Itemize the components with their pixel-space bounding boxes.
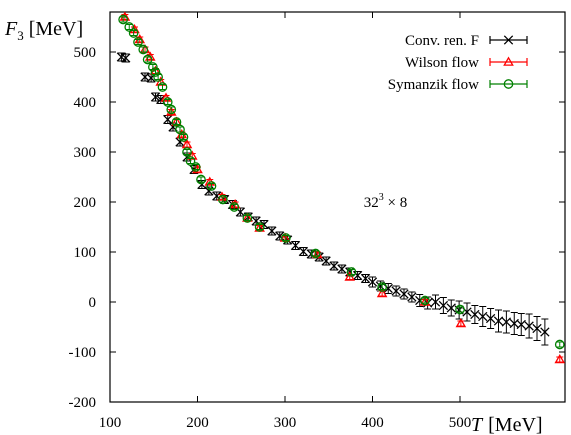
legend-symbol-symanzik xyxy=(489,79,528,89)
x-tick-label: 100 xyxy=(99,415,122,431)
data-point xyxy=(516,313,526,336)
data-point xyxy=(190,162,201,172)
data-point xyxy=(321,256,331,266)
plot-frame xyxy=(109,11,566,403)
tick-marks xyxy=(109,12,565,403)
data-point xyxy=(229,202,240,212)
y-axis-subscript: 3 xyxy=(17,28,24,43)
data-point xyxy=(478,306,488,327)
data-point xyxy=(540,318,550,346)
data-point xyxy=(554,353,566,364)
data-point xyxy=(455,317,467,328)
data-point xyxy=(337,264,347,274)
data-point xyxy=(493,309,504,333)
data-point xyxy=(290,240,301,251)
y-axis-unit: [MeV] xyxy=(29,18,83,40)
legend: Conv. ren. F Wilson flow Symanzik flow xyxy=(388,33,528,93)
data-point xyxy=(399,288,409,300)
data-point xyxy=(178,132,189,142)
y-axis-symbol: F xyxy=(4,18,18,40)
data-point xyxy=(298,246,309,257)
y-tick-label: 400 xyxy=(74,95,97,111)
y-tick-label: 100 xyxy=(74,245,97,261)
data-point xyxy=(119,11,131,21)
data-point xyxy=(346,267,357,277)
x-tick-label: 300 xyxy=(274,415,297,431)
data-point xyxy=(391,285,401,297)
data-point xyxy=(206,181,217,191)
y-tick-labels: -200 -100 0 100 200 300 400 500 xyxy=(69,45,97,411)
data-point xyxy=(329,261,339,271)
data-point xyxy=(153,72,163,82)
data-point xyxy=(367,276,378,288)
data-point xyxy=(455,304,465,315)
data-point xyxy=(185,156,196,166)
data-point xyxy=(254,222,265,232)
data-point xyxy=(281,233,291,243)
y-tick-label: -200 xyxy=(69,395,97,411)
legend-label-wilson: Wilson flow xyxy=(405,55,479,71)
data-point xyxy=(407,291,417,303)
annotation-rest: × 8 xyxy=(384,195,407,211)
data-point xyxy=(470,305,480,324)
series-symanzik-flow xyxy=(118,14,565,350)
data-point xyxy=(196,174,206,185)
data-point xyxy=(218,194,228,205)
data-point xyxy=(142,54,153,65)
data-point xyxy=(242,213,253,223)
data-point xyxy=(446,299,456,317)
series-layer xyxy=(116,11,566,364)
data-point xyxy=(360,273,371,284)
y-tick-label: 0 xyxy=(89,295,97,311)
data-point xyxy=(118,14,128,25)
x-axis-unit: [MeV] xyxy=(488,414,542,435)
y-tick-label: 200 xyxy=(74,195,97,211)
y-axis-label: F3 [MeV] xyxy=(4,18,83,43)
x-axis-symbol: T xyxy=(471,414,484,435)
legend-label-conv: Conv. ren. F xyxy=(405,33,479,49)
data-point xyxy=(212,191,222,201)
data-point xyxy=(501,310,512,334)
x-axis-label: T [MeV] xyxy=(471,414,543,435)
x-tick-label: 200 xyxy=(186,415,209,431)
y-tick-label: -100 xyxy=(69,345,97,361)
data-point xyxy=(121,53,131,63)
x-tick-label: 500 xyxy=(449,415,472,431)
data-point xyxy=(420,295,430,306)
data-point xyxy=(524,313,534,339)
data-point xyxy=(138,44,149,55)
data-point xyxy=(554,339,565,350)
data-point xyxy=(163,114,173,125)
legend-symbol-conv xyxy=(489,35,528,45)
annotation-base: 32 xyxy=(364,195,379,211)
data-point xyxy=(310,248,321,259)
series-conv-ren-f xyxy=(116,52,550,346)
legend-label-symanzik: Symanzik flow xyxy=(388,77,479,93)
data-point xyxy=(267,226,277,236)
data-point xyxy=(133,37,143,47)
data-point xyxy=(134,33,146,44)
data-point xyxy=(485,308,496,329)
data-point xyxy=(128,28,139,38)
y-tick-label: 500 xyxy=(74,45,97,61)
data-point xyxy=(150,92,161,102)
data-point xyxy=(377,282,387,292)
annotation-sup: 3 xyxy=(379,192,384,203)
x-tick-label: 400 xyxy=(361,415,384,431)
x-tick-labels: 100 200 300 400 500 xyxy=(99,415,472,431)
data-point xyxy=(171,117,182,127)
data-point xyxy=(157,82,168,92)
lattice-size-annotation: 323 × 8 xyxy=(364,192,407,211)
legend-symbol-wilson xyxy=(489,56,528,66)
data-point xyxy=(509,312,519,335)
y-tick-label: 300 xyxy=(74,145,97,161)
data-point xyxy=(438,297,449,314)
data-point xyxy=(182,147,192,157)
data-point xyxy=(532,316,542,341)
data-point xyxy=(166,104,177,115)
data-point xyxy=(430,294,441,310)
